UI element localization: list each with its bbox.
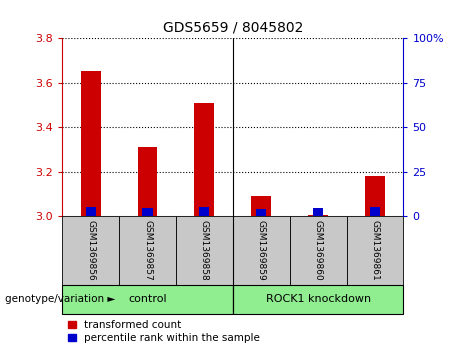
Bar <box>137 147 158 216</box>
Bar <box>308 215 328 216</box>
Bar <box>365 176 385 216</box>
Text: GSM1369859: GSM1369859 <box>257 220 266 281</box>
Bar <box>119 216 176 285</box>
Bar <box>233 285 403 314</box>
Text: GSM1369856: GSM1369856 <box>86 220 95 281</box>
Title: GDS5659 / 8045802: GDS5659 / 8045802 <box>163 20 303 34</box>
Bar <box>62 216 119 285</box>
Text: GSM1369860: GSM1369860 <box>313 220 323 281</box>
Bar <box>81 72 100 216</box>
Bar <box>251 196 271 216</box>
Bar <box>62 285 233 314</box>
Bar <box>176 216 233 285</box>
Bar <box>370 207 380 216</box>
Bar <box>199 207 209 216</box>
Text: control: control <box>128 294 167 305</box>
Legend: transformed count, percentile rank within the sample: transformed count, percentile rank withi… <box>65 316 264 347</box>
Bar <box>233 216 290 285</box>
Bar <box>195 103 214 216</box>
Bar <box>256 209 266 216</box>
Text: GSM1369861: GSM1369861 <box>371 220 379 281</box>
Text: ROCK1 knockdown: ROCK1 knockdown <box>266 294 371 305</box>
Bar <box>86 207 96 216</box>
Bar <box>142 208 153 216</box>
Bar <box>313 208 323 216</box>
Bar <box>290 216 347 285</box>
Text: GSM1369858: GSM1369858 <box>200 220 209 281</box>
Bar <box>347 216 403 285</box>
Text: GSM1369857: GSM1369857 <box>143 220 152 281</box>
Text: genotype/variation ►: genotype/variation ► <box>5 294 115 305</box>
